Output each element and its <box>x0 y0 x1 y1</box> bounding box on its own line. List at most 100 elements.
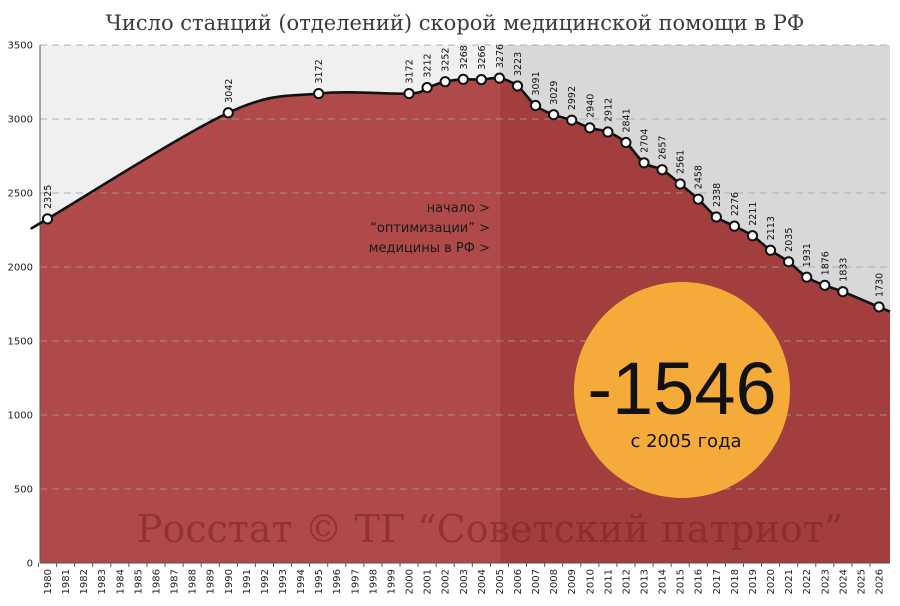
area-before-highlight <box>40 77 500 563</box>
x-tick-label: 1981 <box>61 569 72 594</box>
x-tick-label: 2015 <box>676 569 687 594</box>
data-point <box>710 211 722 223</box>
data-label: 1876 <box>820 251 831 275</box>
data-labels: 2325 3042 3172 3172 3212 3252 3268 3266 3276 3223… <box>43 44 886 297</box>
y-tick-label: 3000 <box>8 115 33 126</box>
watermark: Росстат © ТГ “Советский патриот” <box>137 507 844 551</box>
data-point <box>313 87 325 100</box>
data-label: 2338 <box>712 183 723 207</box>
x-tick-label: 1980 <box>43 569 54 594</box>
x-tick-label: 2005 <box>495 569 506 594</box>
x-tick-label: 1996 <box>332 569 343 594</box>
data-point <box>403 87 415 100</box>
y-tick-label: 0 <box>27 559 33 570</box>
data-point <box>764 244 777 256</box>
x-tick-label: 2020 <box>766 569 777 594</box>
badge: -1546 с 2005 года <box>574 282 790 498</box>
x-tick-label: 1985 <box>133 569 144 594</box>
data-label: 2657 <box>658 136 669 160</box>
data-point <box>602 126 614 138</box>
x-tick-label: 2014 <box>658 569 669 594</box>
data-point <box>548 109 560 121</box>
data-label: 3266 <box>477 45 488 69</box>
x-tick-label: 1989 <box>206 569 217 594</box>
data-label: 3276 <box>495 44 506 68</box>
x-tick-label: 2023 <box>820 569 831 594</box>
x-tick-label: 1991 <box>242 569 253 594</box>
data-point <box>475 74 487 86</box>
x-tick-label: 2025 <box>856 569 867 594</box>
data-label: 3029 <box>549 81 560 105</box>
x-tick-label: 2002 <box>441 569 452 594</box>
data-point <box>873 301 885 313</box>
data-point <box>41 213 54 225</box>
data-point <box>728 220 740 232</box>
data-label: 1833 <box>838 258 849 282</box>
data-point <box>493 72 505 84</box>
data-label: 1931 <box>802 243 813 267</box>
x-tick-label: 2010 <box>585 569 596 594</box>
x-tick-label: 1992 <box>260 569 271 594</box>
data-label: 2035 <box>784 228 795 252</box>
x-tick-label: 1988 <box>188 569 199 594</box>
data-label: 2992 <box>567 86 578 110</box>
data-label: 3091 <box>531 71 542 95</box>
x-tick-label: 2017 <box>712 569 723 594</box>
data-label: 2276 <box>730 192 741 216</box>
data-label: 2458 <box>694 165 705 189</box>
y-tick-label: 1500 <box>8 337 33 348</box>
x-tick-label: 2004 <box>477 569 488 594</box>
annotation-line: начало > <box>427 201 490 216</box>
data-point <box>656 164 668 176</box>
data-point <box>457 73 469 85</box>
x-tick-label: 2008 <box>549 569 560 594</box>
x-tick-label: 2003 <box>459 569 470 594</box>
data-point <box>566 114 578 126</box>
data-point <box>692 193 704 205</box>
badge-value: -1546 <box>587 347 776 430</box>
y-tick-label: 2000 <box>8 263 33 274</box>
x-tick-label: 1986 <box>151 569 162 594</box>
data-label: 3172 <box>314 59 325 83</box>
data-points <box>41 72 885 313</box>
badge-caption: с 2005 года <box>630 431 741 452</box>
y-tick-label: 1000 <box>8 411 33 422</box>
data-point <box>529 99 542 112</box>
data-label: 2704 <box>640 129 651 153</box>
x-tick-label: 2018 <box>730 569 741 594</box>
x-tick-label: 2012 <box>621 569 632 594</box>
x-tick-label: 2000 <box>405 569 416 594</box>
x-tick-label: 2011 <box>603 569 614 594</box>
x-tick-label: 2024 <box>838 569 849 594</box>
data-label: 2912 <box>603 98 614 122</box>
x-tick-label: 2007 <box>531 569 542 594</box>
x-tick-label: 1994 <box>296 569 307 594</box>
x-tick-label: 1995 <box>314 569 325 594</box>
data-label: 2841 <box>621 108 632 132</box>
x-tick-label: 1984 <box>115 569 126 594</box>
x-tick-label: 2026 <box>875 569 886 594</box>
data-point <box>837 286 849 298</box>
x-tick-label: 1993 <box>278 569 289 594</box>
x-tick-label: 2006 <box>513 569 524 594</box>
data-point <box>421 82 433 94</box>
x-tick-label: 2016 <box>694 569 705 594</box>
annotation-line: медицины в РФ > <box>369 241 490 256</box>
data-point <box>439 76 451 88</box>
x-tick-label: 2001 <box>423 569 434 594</box>
x-tick-label: 1999 <box>386 569 397 594</box>
x-tick-label: 2019 <box>748 569 759 594</box>
y-tick-label: 3500 <box>8 41 33 52</box>
annotation: начало > “оптимизации” > медицины в РФ > <box>369 201 490 256</box>
axes: 0 500 1000 1500 2000 2500 3000 3500 1980 1981 1982… <box>8 41 890 594</box>
x-tick-label: 2022 <box>802 569 813 594</box>
data-point <box>746 230 759 242</box>
x-tick-label: 1982 <box>79 569 90 594</box>
data-point <box>783 256 795 268</box>
chart-title: Число станций (отделений) скорой медицин… <box>106 11 805 35</box>
annotation-line: “оптимизации” > <box>370 221 490 236</box>
data-label: 2113 <box>766 216 777 240</box>
data-point <box>620 136 632 149</box>
x-tick-label: 1997 <box>350 569 361 594</box>
